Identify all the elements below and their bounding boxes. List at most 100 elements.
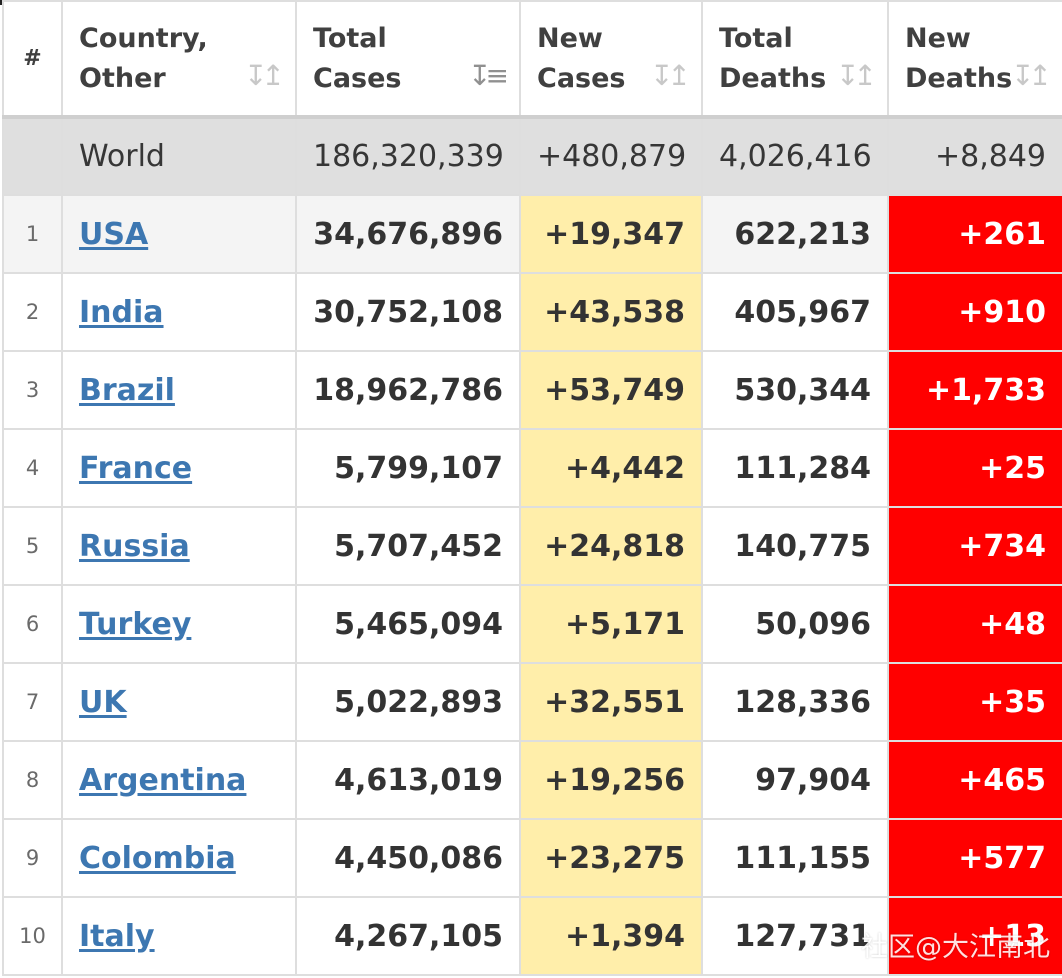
world-new-cases-cell: +480,879: [519, 116, 703, 196]
table-row: 3 Brazil 18,962,786 +53,749 530,344 +1,733: [2, 350, 1062, 430]
rank-cell: 6: [2, 584, 63, 664]
total-deaths-cell: 622,213: [701, 194, 889, 274]
total-cases-cell: 34,676,896: [295, 194, 521, 274]
header-rank: #: [2, 0, 63, 119]
sort-arrows-icon[interactable]: ↧↥: [1011, 59, 1052, 92]
total-deaths-cell: 127,731: [701, 896, 889, 976]
new-cases-cell: +43,538: [519, 272, 703, 352]
table-row: 8 Argentina 4,613,019 +19,256 97,904 +465: [2, 740, 1062, 820]
country-link[interactable]: France: [79, 450, 193, 486]
header-new-deaths[interactable]: New Deaths ↧↥: [887, 0, 1062, 119]
new-deaths-cell: +1,733: [887, 350, 1062, 430]
total-cases-cell: 30,752,108: [295, 272, 521, 352]
rank-cell: 5: [2, 506, 63, 586]
header-total-cases-label: Total Cases: [313, 22, 402, 94]
header-country[interactable]: Country, Other ↧↥: [61, 0, 297, 119]
total-cases-cell: 18,962,786: [295, 350, 521, 430]
new-deaths-cell: +577: [887, 818, 1062, 898]
table-row: 10 Italy 4,267,105 +1,394 127,731 +13: [2, 896, 1062, 976]
table-row: 6 Turkey 5,465,094 +5,171 50,096 +48: [2, 584, 1062, 664]
total-deaths-cell: 97,904: [701, 740, 889, 820]
total-deaths-cell: 111,284: [701, 428, 889, 508]
country-link[interactable]: Colombia: [79, 840, 236, 876]
header-total-deaths-label: Total Deaths: [719, 22, 827, 94]
new-cases-cell: +5,171: [519, 584, 703, 664]
country-cell: Argentina: [61, 740, 297, 820]
total-deaths-cell: 140,775: [701, 506, 889, 586]
new-deaths-cell: +48: [887, 584, 1062, 664]
country-cell: USA: [61, 194, 297, 274]
rank-cell: 4: [2, 428, 63, 508]
country-link[interactable]: Russia: [79, 528, 190, 564]
new-cases-cell: +23,275: [519, 818, 703, 898]
sort-arrows-icon[interactable]: ↧↥: [836, 59, 877, 92]
country-cell: UK: [61, 662, 297, 742]
total-deaths-cell: 128,336: [701, 662, 889, 742]
table-header-row: # Country, Other ↧↥ Total Cases ↧≡ New Case…: [2, 0, 1062, 119]
rank-cell: 8: [2, 740, 63, 820]
total-cases-cell: 5,022,893: [295, 662, 521, 742]
new-deaths-cell: +261: [887, 194, 1062, 274]
sort-arrows-icon[interactable]: ↧↥: [650, 59, 691, 92]
total-cases-cell: 5,465,094: [295, 584, 521, 664]
country-cell: India: [61, 272, 297, 352]
new-cases-cell: +19,347: [519, 194, 703, 274]
table-row: 5 Russia 5,707,452 +24,818 140,775 +734: [2, 506, 1062, 586]
new-cases-cell: +32,551: [519, 662, 703, 742]
new-cases-cell: +19,256: [519, 740, 703, 820]
country-link[interactable]: USA: [79, 216, 149, 252]
table-row: 2 India 30,752,108 +43,538 405,967 +910: [2, 272, 1062, 352]
new-deaths-cell: +35: [887, 662, 1062, 742]
country-link[interactable]: UK: [79, 684, 127, 720]
world-total-cases-cell: 186,320,339: [295, 116, 521, 196]
table-row: 1 USA 34,676,896 +19,347 622,213 +261: [2, 194, 1062, 274]
rank-cell: 3: [2, 350, 63, 430]
country-link[interactable]: Argentina: [79, 762, 247, 798]
total-deaths-cell: 530,344: [701, 350, 889, 430]
country-link[interactable]: Turkey: [79, 606, 192, 642]
country-cell: Colombia: [61, 818, 297, 898]
country-cell: Turkey: [61, 584, 297, 664]
new-deaths-cell: +13: [887, 896, 1062, 976]
total-cases-cell: 4,267,105: [295, 896, 521, 976]
country-cell: Brazil: [61, 350, 297, 430]
total-cases-cell: 4,613,019: [295, 740, 521, 820]
world-new-deaths-cell: +8,849: [887, 116, 1062, 196]
sort-arrows-icon[interactable]: ↧↥: [244, 59, 285, 92]
new-cases-cell: +1,394: [519, 896, 703, 976]
table-row: 9 Colombia 4,450,086 +23,275 111,155 +577: [2, 818, 1062, 898]
new-deaths-cell: +734: [887, 506, 1062, 586]
rank-cell: 2: [2, 272, 63, 352]
rank-cell: 9: [2, 818, 63, 898]
new-cases-cell: +4,442: [519, 428, 703, 508]
new-deaths-cell: +465: [887, 740, 1062, 820]
table-row: 4 France 5,799,107 +4,442 111,284 +25: [2, 428, 1062, 508]
world-rank-cell: [2, 116, 63, 196]
total-deaths-cell: 405,967: [701, 272, 889, 352]
rank-cell: 10: [2, 896, 63, 976]
header-new-deaths-label: New Deaths: [905, 22, 1013, 94]
total-cases-cell: 5,707,452: [295, 506, 521, 586]
country-link[interactable]: Italy: [79, 918, 155, 954]
country-link[interactable]: Brazil: [79, 372, 175, 408]
total-cases-cell: 5,799,107: [295, 428, 521, 508]
world-total-row: World 186,320,339 +480,879 4,026,416 +8,…: [2, 116, 1062, 196]
country-link[interactable]: India: [79, 294, 164, 330]
rank-cell: 7: [2, 662, 63, 742]
new-deaths-cell: +910: [887, 272, 1062, 352]
total-cases-cell: 4,450,086: [295, 818, 521, 898]
header-total-deaths[interactable]: Total Deaths ↧↥: [701, 0, 889, 119]
world-country-cell: World: [61, 116, 297, 196]
world-total-deaths-cell: 4,026,416: [701, 116, 889, 196]
country-cell: France: [61, 428, 297, 508]
header-new-cases[interactable]: New Cases ↧↥: [519, 0, 703, 119]
total-deaths-cell: 50,096: [701, 584, 889, 664]
table-row: 7 UK 5,022,893 +32,551 128,336 +35: [2, 662, 1062, 742]
rank-cell: 1: [2, 194, 63, 274]
country-cell: Russia: [61, 506, 297, 586]
header-total-cases[interactable]: Total Cases ↧≡: [295, 0, 521, 119]
country-cell: Italy: [61, 896, 297, 976]
sort-descending-icon[interactable]: ↧≡: [468, 59, 509, 92]
total-deaths-cell: 111,155: [701, 818, 889, 898]
